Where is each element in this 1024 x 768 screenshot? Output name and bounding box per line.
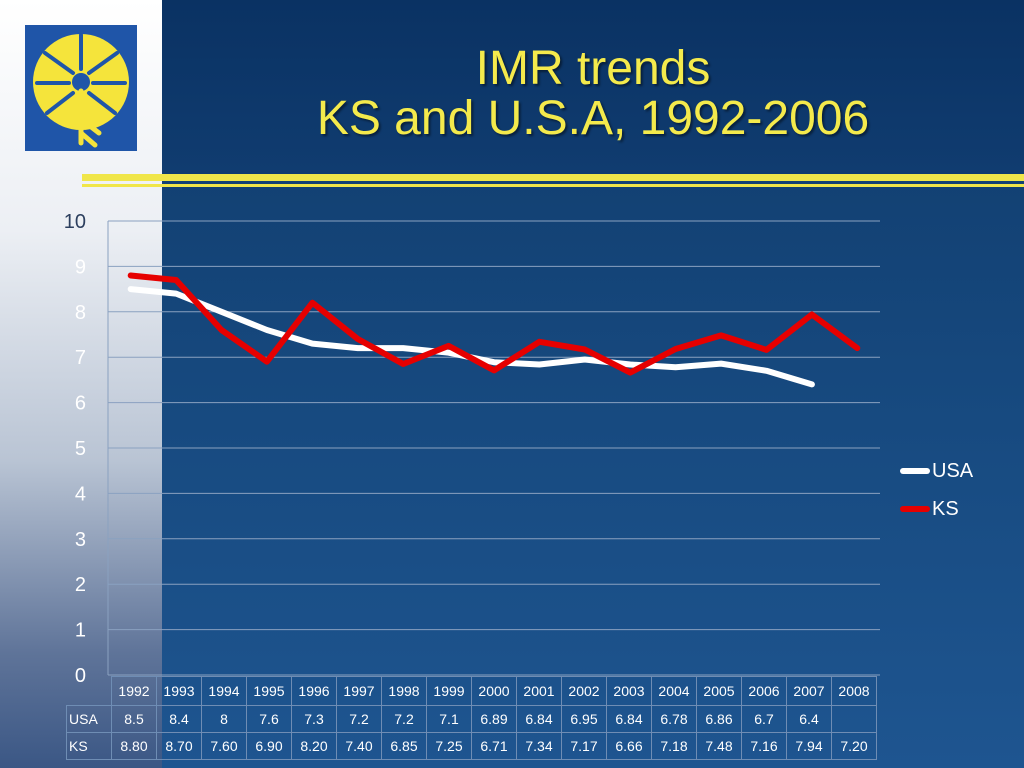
x-tick-label: 2006 (741, 676, 787, 706)
table-row: KS 8.80 8.70 7.60 6.90 8.20 7.40 6.85 7.25 6.71 7.… (66, 732, 877, 760)
table-header-row: 1992 1993 1994 1995 1996 1997 1998 1999 2000 2001… (66, 676, 877, 706)
x-tick-label: 2005 (696, 676, 742, 706)
data-label: 7.94 (786, 732, 832, 760)
data-label: 7.34 (516, 732, 562, 760)
data-label: 7.16 (741, 732, 787, 760)
data-label: 7.20 (831, 732, 877, 760)
x-tick-label: 1992 (111, 676, 157, 706)
table-row-header: KS (66, 732, 112, 760)
legend-item-usa: USA (900, 452, 973, 490)
legend-item-ks: KS (900, 490, 973, 528)
y-tick-label: 1 (75, 620, 86, 642)
data-label: 8.5 (111, 705, 157, 733)
y-tick-label: 6 (75, 393, 86, 415)
x-tick-label: 1994 (201, 676, 247, 706)
x-tick-label: 2008 (831, 676, 877, 706)
data-label: 6.89 (471, 705, 517, 733)
y-tick-label: 2 (75, 574, 86, 596)
slide-title: IMR trends KS and U.S.A, 1992-2006 (162, 44, 1024, 144)
table-corner-cell (66, 676, 112, 706)
legend-label-usa: USA (932, 459, 974, 482)
x-tick-label: 1998 (381, 676, 427, 706)
data-label: 7.40 (336, 732, 382, 760)
data-label: 8.4 (156, 705, 202, 733)
legend-label-ks: KS (932, 497, 959, 520)
x-tick-label: 1995 (246, 676, 292, 706)
data-label: 6.84 (516, 705, 562, 733)
data-label: 6.90 (246, 732, 292, 760)
y-tick-label: 8 (75, 302, 86, 324)
x-tick-label: 1997 (336, 676, 382, 706)
title-line-2: KS and U.S.A, 1992-2006 (316, 92, 870, 145)
title-band (162, 0, 1024, 175)
data-table: 1992 1993 1994 1995 1996 1997 1998 1999 2000 2001… (66, 676, 877, 760)
x-tick-label: 2007 (786, 676, 832, 706)
y-tick-label: 7 (75, 347, 86, 369)
starburst-logo-icon (25, 25, 137, 151)
title-line-1: IMR trends (475, 42, 711, 95)
x-tick-label: 1996 (291, 676, 337, 706)
data-label: 7.17 (561, 732, 607, 760)
x-tick-label: 2000 (471, 676, 517, 706)
x-tick-label: 1999 (426, 676, 472, 706)
x-tick-label: 2004 (651, 676, 697, 706)
data-label: 6.78 (651, 705, 697, 733)
y-tick-label: 4 (75, 483, 86, 505)
data-label: 8.20 (291, 732, 337, 760)
chart-legend: USA KS (900, 452, 973, 528)
data-label: 6.66 (606, 732, 652, 760)
data-label: 6.95 (561, 705, 607, 733)
y-tick-label: 9 (75, 256, 86, 278)
table-row-header: USA (66, 705, 112, 733)
legend-swatch-ks (900, 506, 930, 512)
data-label: 8 (201, 705, 247, 733)
data-label: 8.80 (111, 732, 157, 760)
data-label: 7.25 (426, 732, 472, 760)
data-label: 7.3 (291, 705, 337, 733)
data-label: 7.18 (651, 732, 697, 760)
y-tick-label: 3 (75, 529, 86, 551)
legend-swatch-usa (900, 468, 930, 474)
y-tick-label: 0 (75, 665, 86, 687)
y-tick-label: 5 (75, 438, 86, 460)
data-label: 6.7 (741, 705, 787, 733)
x-tick-label: 1993 (156, 676, 202, 706)
data-label: 7.48 (696, 732, 742, 760)
data-label: 6.84 (606, 705, 652, 733)
data-label: 7.6 (246, 705, 292, 733)
data-label: 6.85 (381, 732, 427, 760)
title-rule-thin (82, 184, 1024, 187)
data-label (831, 705, 877, 733)
title-rule-thick (82, 174, 1024, 181)
data-label: 6.4 (786, 705, 832, 733)
data-label: 6.86 (696, 705, 742, 733)
data-label: 6.71 (471, 732, 517, 760)
data-label: 7.2 (336, 705, 382, 733)
data-label: 8.70 (156, 732, 202, 760)
x-tick-label: 2003 (606, 676, 652, 706)
series-line-ks (127, 272, 861, 376)
y-tick-label: 10 (64, 211, 86, 233)
table-row: USA 8.5 8.4 8 7.6 7.3 7.2 7.2 7.1 6.89 6.84 6.95 6.8… (66, 705, 877, 733)
data-label: 7.60 (201, 732, 247, 760)
data-label: 7.2 (381, 705, 427, 733)
x-tick-label: 2001 (516, 676, 562, 706)
x-tick-label: 2002 (561, 676, 607, 706)
data-label: 7.1 (426, 705, 472, 733)
